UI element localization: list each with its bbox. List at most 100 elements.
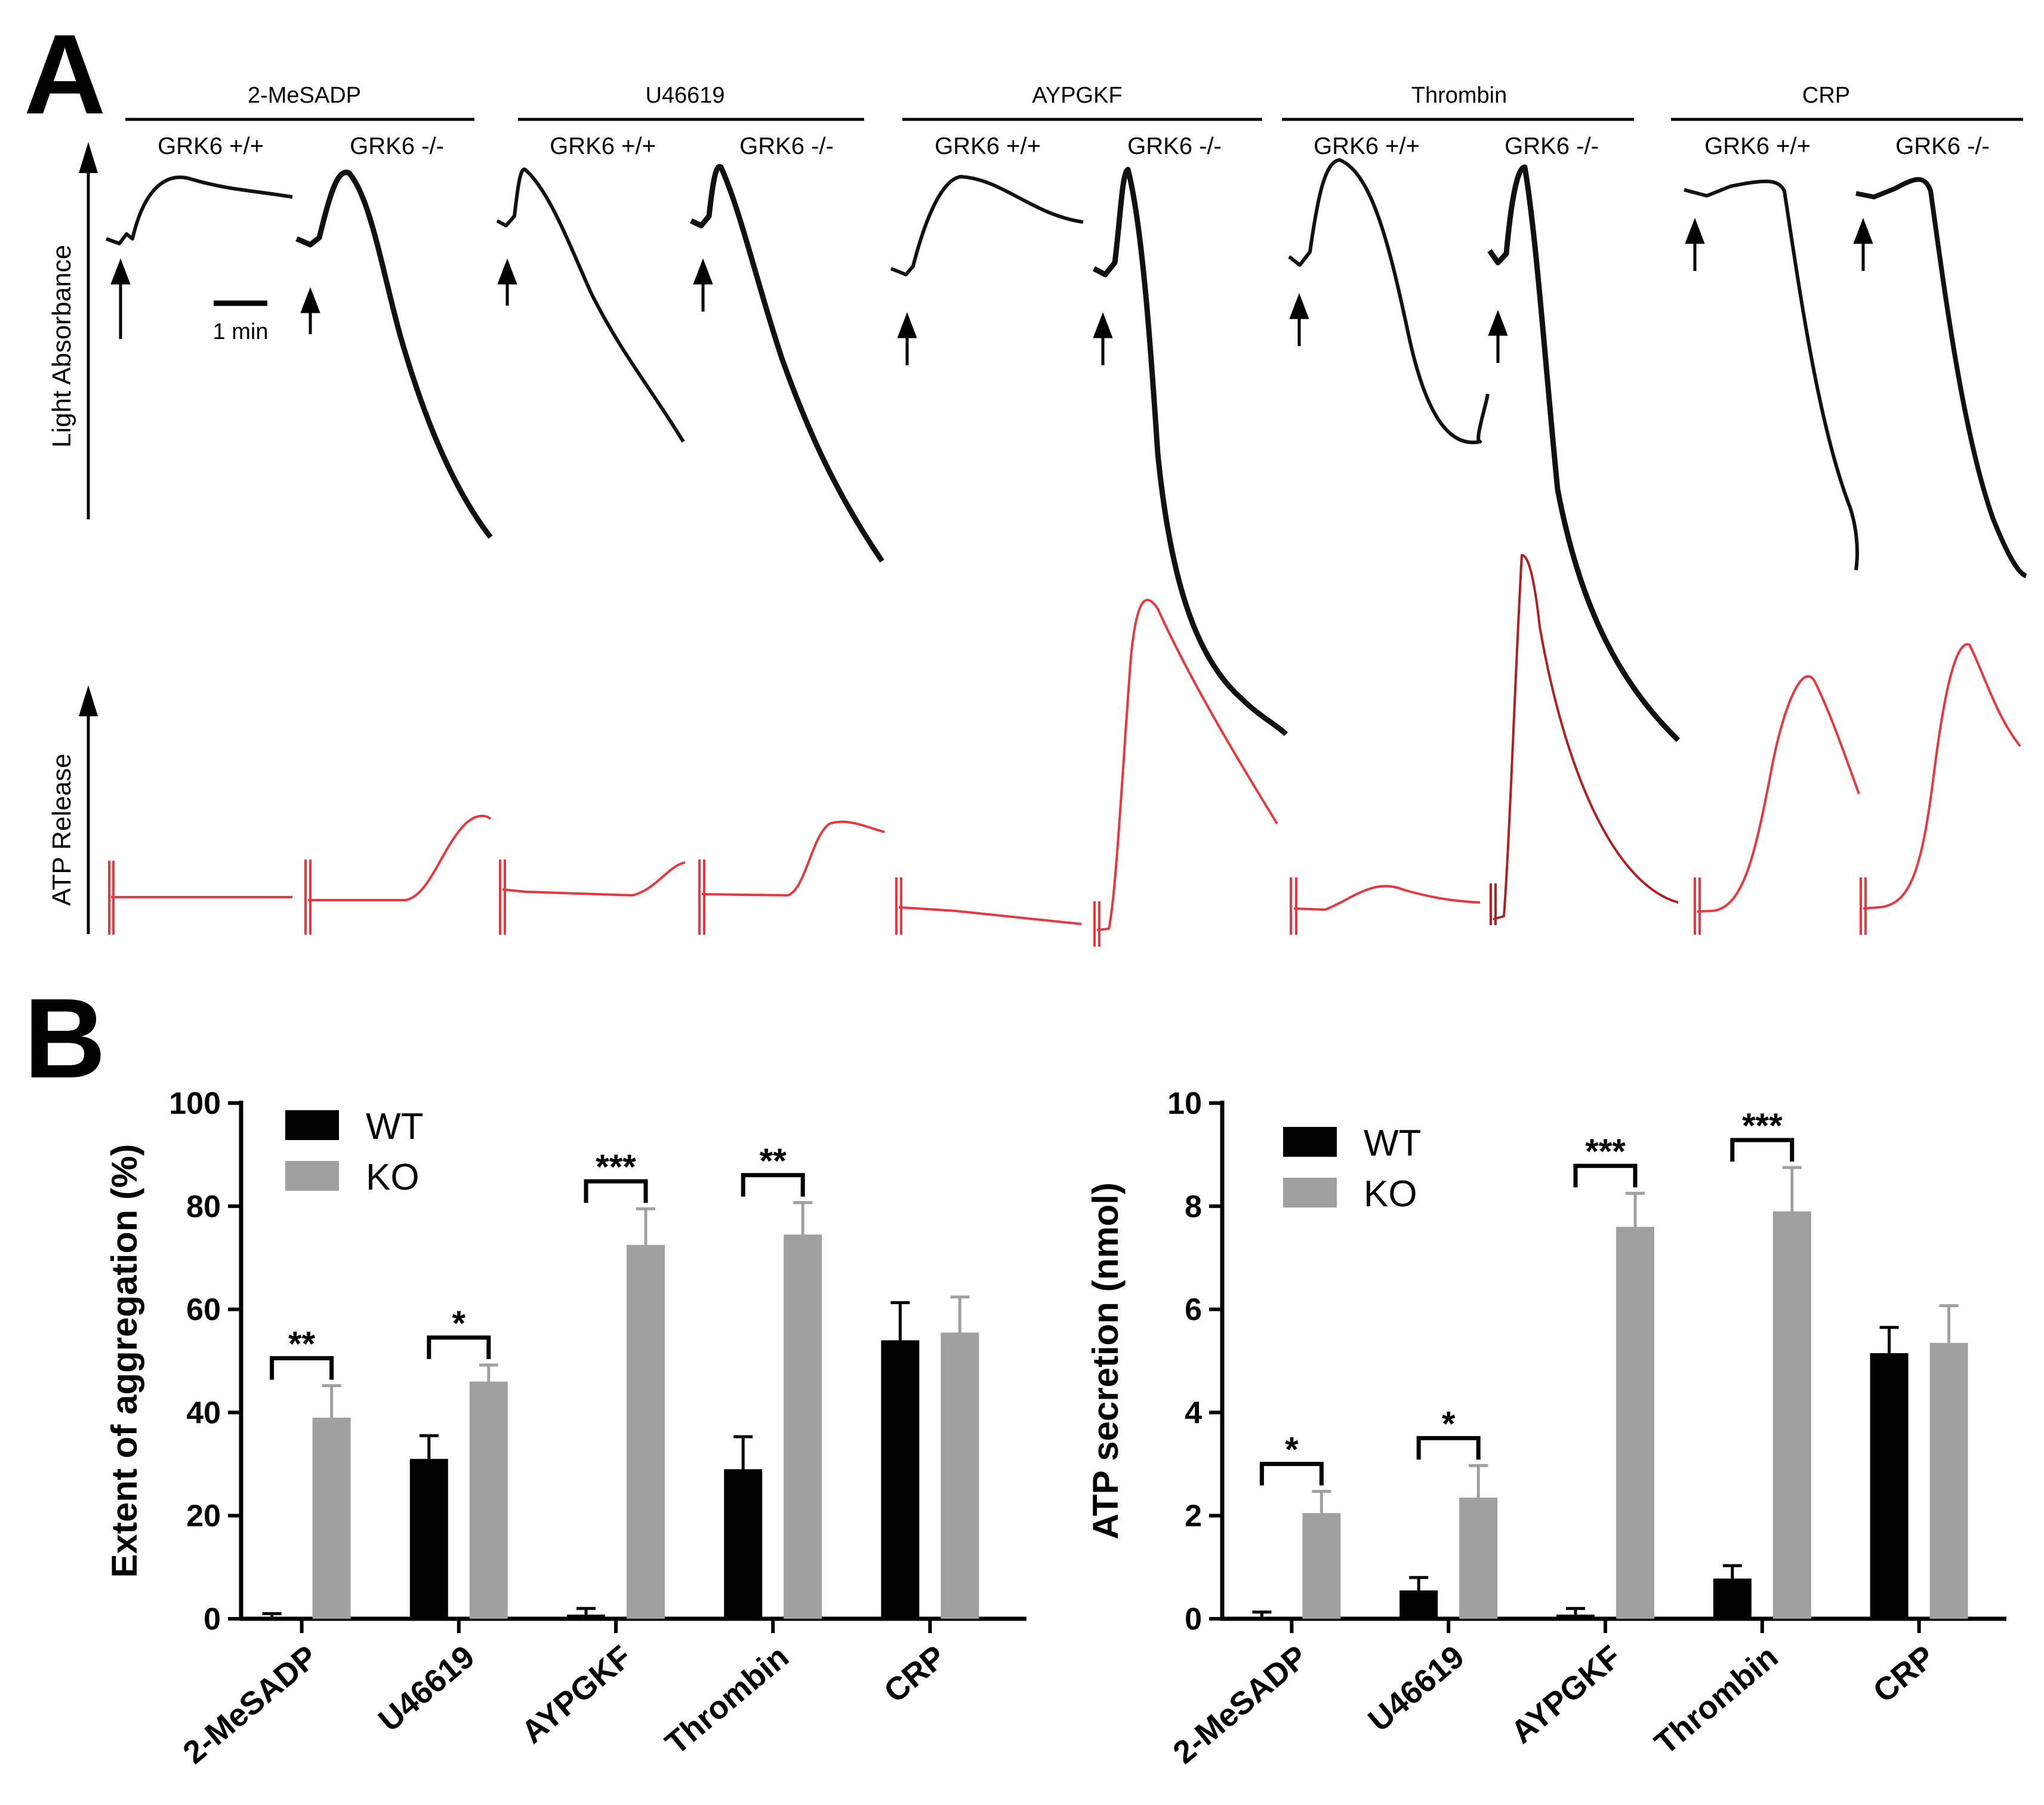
light-absorbance-axis <box>79 142 98 519</box>
trace-2mesadp-wt-aggregation <box>105 175 293 245</box>
significance-bracket <box>1573 1163 1638 1188</box>
genotype-wt-label: GRK6 +/+ <box>550 133 656 159</box>
group-crp: CRP GRK6 +/+ GRK6 -/- <box>1671 83 2023 159</box>
trace-u46619-ko-atp <box>698 820 885 935</box>
group-u46619: U46619 GRK6 +/+ GRK6 -/- <box>518 83 864 159</box>
significance-label: * <box>452 1304 466 1343</box>
bar-ko-aypgkf <box>627 1245 665 1619</box>
panel-a-letter: A <box>24 11 106 138</box>
significance-bracket <box>1416 1436 1481 1460</box>
genotype-ko-label: GRK6 -/- <box>1505 133 1599 159</box>
x-category-label: U46619 <box>1361 1638 1470 1739</box>
bar-ko-crp <box>1929 1342 1968 1619</box>
agonist-label: CRP <box>1802 83 1850 108</box>
agonist-label: Thrombin <box>1411 83 1507 108</box>
bar-wt-aypgkf <box>567 1615 605 1619</box>
atp-release-label: ATP Release <box>47 753 76 905</box>
trace-thrombin-ko-aggregation <box>1487 164 1681 743</box>
group-aypgkf: AYPGKF GRK6 +/+ GRK6 -/- <box>902 83 1262 159</box>
trace-aypgkf-wt-aggregation <box>890 175 1084 276</box>
trace-crp-ko-atp <box>1860 643 2021 935</box>
trace-thrombin-wt-aggregation <box>1288 158 1490 445</box>
trace-crp-wt-aggregation <box>1684 179 1859 571</box>
agonist-label: AYPGKF <box>1032 83 1122 108</box>
significance-label: ** <box>288 1325 316 1363</box>
legend-label: KO <box>1364 1173 1417 1215</box>
legend-swatch-wt <box>1283 1127 1337 1157</box>
bar-wt-aypgkf <box>1556 1615 1595 1619</box>
atp-secretion-bar-chart: 0 2 4 6 8 10 ATP secretion (nmol) * 2-MeSADP * U46… <box>1086 1086 2006 1771</box>
panel-b-letter: B <box>24 975 106 1102</box>
trace-u46619-wt-aggregation <box>496 167 685 443</box>
atp-traces <box>108 554 2021 947</box>
x-category-label: 2-MeSADP <box>177 1638 325 1770</box>
trace-thrombin-wt-atp <box>1290 877 1481 935</box>
trace-thrombin-ko-atp <box>1490 554 1679 925</box>
y-axis-label: ATP secretion (nmol) <box>1086 1182 1126 1539</box>
x-category-label: AYPGKF <box>1505 1638 1628 1750</box>
significance-bracket <box>270 1356 334 1380</box>
trace-aypgkf-ko-atp <box>1093 599 1278 947</box>
bar-wt-crp <box>1870 1353 1909 1619</box>
bar-ko-2-mesadp <box>312 1418 351 1619</box>
agonist-label: 2-MeSADP <box>248 83 361 108</box>
bar-wt-u46619 <box>1399 1590 1438 1619</box>
y-tick-label: 40 <box>186 1396 221 1430</box>
genotype-wt-label: GRK6 +/+ <box>935 133 1041 159</box>
atp-release-axis <box>79 685 98 934</box>
bar-ko-u46619 <box>469 1381 508 1619</box>
significance-label: * <box>1442 1404 1456 1443</box>
x-category-label: U46619 <box>372 1638 481 1739</box>
genotype-wt-label: GRK6 +/+ <box>1314 133 1420 159</box>
aggregation-traces <box>105 158 2027 743</box>
trace-u46619-wt-atp <box>499 860 686 935</box>
significance-bracket <box>584 1179 648 1203</box>
x-category-label: 2-MeSADP <box>1166 1638 1314 1770</box>
y-tick-label: 100 <box>169 1086 221 1121</box>
y-tick-label: 6 <box>1185 1293 1202 1327</box>
bar-wt-thrombin <box>1713 1578 1752 1619</box>
x-category-label: CRP <box>877 1638 952 1709</box>
bar-ko-u46619 <box>1459 1497 1498 1619</box>
significance-bracket <box>1259 1462 1324 1486</box>
trace-aypgkf-ko-aggregation <box>1092 167 1288 737</box>
bar-ko-2-mesadp <box>1302 1513 1341 1619</box>
significance-bracket <box>1730 1138 1795 1162</box>
bar-ko-thrombin <box>1772 1211 1811 1619</box>
x-category-label: Thrombin <box>1648 1638 1784 1761</box>
bar-wt-crp <box>881 1340 920 1619</box>
y-tick-label: 4 <box>1185 1396 1202 1430</box>
bar-ko-thrombin <box>784 1234 822 1619</box>
trace-crp-wt-atp <box>1694 675 1860 935</box>
group-2mesadp: 2-MeSADP GRK6 +/+ GRK6 -/- <box>125 83 474 159</box>
significance-label: ** <box>760 1142 787 1181</box>
legend-swatch-wt <box>285 1110 339 1140</box>
significance-bracket <box>427 1335 491 1359</box>
genotype-ko-label: GRK6 -/- <box>350 133 444 159</box>
aggregation-bar-chart: 0 20 40 60 80 100 Extent of aggregation (%) ** 2… <box>104 1086 1026 1771</box>
bar-wt-thrombin <box>724 1469 763 1619</box>
x-category-label: Thrombin <box>659 1638 796 1761</box>
x-category-label: CRP <box>1866 1638 1941 1709</box>
y-tick-label: 20 <box>186 1499 221 1533</box>
legend-swatch-ko <box>1283 1178 1337 1208</box>
significance-label: *** <box>596 1148 636 1187</box>
trace-2mesadp-ko-aggregation <box>295 170 493 539</box>
y-tick-label: 0 <box>204 1602 221 1637</box>
trace-crp-ko-aggregation <box>1855 177 2027 578</box>
significance-label: *** <box>1742 1107 1783 1145</box>
genotype-ko-label: GRK6 -/- <box>739 133 834 159</box>
y-axis-label: Extent of aggregation (%) <box>104 1144 144 1578</box>
bar-ko-aypgkf <box>1616 1227 1654 1619</box>
group-thrombin: Thrombin GRK6 +/+ GRK6 -/- <box>1282 83 1634 159</box>
genotype-ko-label: GRK6 -/- <box>1895 133 1990 159</box>
genotype-wt-label: GRK6 +/+ <box>1704 133 1811 159</box>
trace-u46619-ko-aggregation <box>690 164 884 563</box>
significance-label: * <box>1285 1431 1299 1470</box>
legend-label: WT <box>366 1106 423 1147</box>
light-absorbance-label: Light Absorbance <box>47 245 76 448</box>
scale-bar-label: 1 min <box>213 319 269 344</box>
y-tick-label: 0 <box>1185 1602 1202 1637</box>
trace-aypgkf-wt-atp <box>895 877 1082 935</box>
